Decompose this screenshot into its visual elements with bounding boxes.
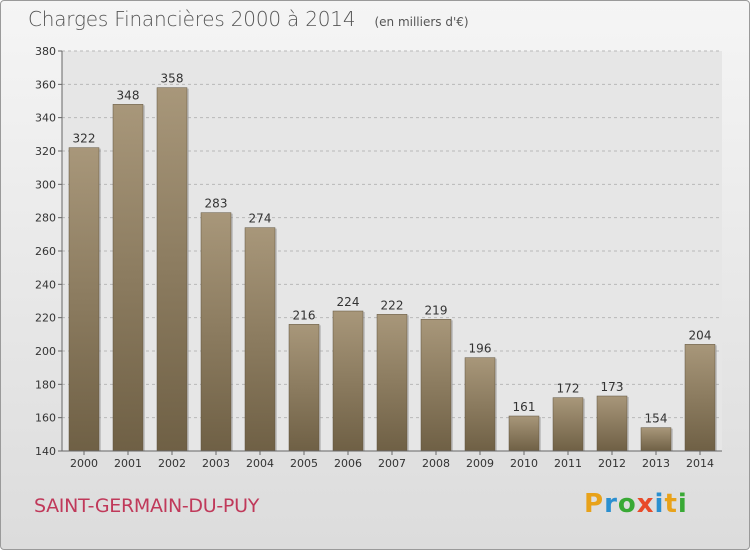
y-tick-label: 320 (35, 145, 56, 158)
bar (684, 344, 716, 452)
x-tick-label: 2013 (642, 457, 670, 470)
y-tick-label: 160 (35, 412, 56, 425)
logo-letter: i (654, 489, 665, 519)
bar (112, 104, 144, 452)
y-tick-label: 360 (35, 78, 56, 91)
bar-value-label: 358 (161, 72, 184, 86)
y-tick-label: 300 (35, 178, 56, 191)
bar-value-label: 283 (205, 197, 228, 211)
y-tick-label: 280 (35, 212, 56, 225)
bar-value-label: 161 (513, 400, 536, 414)
bar (464, 357, 496, 452)
bar-value-label: 172 (557, 382, 580, 396)
x-tick-label: 2011 (554, 457, 582, 470)
logo-letter: P (584, 489, 605, 519)
x-tick-label: 2004 (246, 457, 274, 470)
x-tick-label: 2001 (114, 457, 142, 470)
chart-title: Charges Financières 2000 à 2014 (28, 7, 356, 31)
y-tick-label: 380 (35, 45, 56, 58)
y-tick-label: 340 (35, 112, 56, 125)
bar-value-label: 322 (73, 132, 96, 146)
x-tick-label: 2006 (334, 457, 362, 470)
bar-value-label: 204 (689, 328, 712, 342)
y-tick-label: 140 (35, 445, 56, 458)
bar-value-label: 222 (381, 298, 404, 312)
bar (420, 319, 452, 452)
y-tick-label: 200 (35, 345, 56, 358)
bar-value-label: 196 (469, 342, 492, 356)
bar (640, 427, 672, 452)
logo-letter: t (664, 489, 678, 519)
logo-letter: o (617, 489, 637, 519)
chart-subtitle: (en milliers d'€) (374, 15, 469, 29)
y-tick-label: 180 (35, 378, 56, 391)
x-tick-label: 2005 (290, 457, 318, 470)
bar (288, 324, 320, 452)
y-tick-label: 240 (35, 278, 56, 291)
logo-letter: i (677, 489, 688, 519)
proxiti-logo: Proxiti (584, 489, 688, 519)
x-tick-label: 2012 (598, 457, 626, 470)
bar-value-label: 154 (645, 412, 668, 426)
logo-letter: x (636, 489, 655, 519)
bar (244, 227, 276, 452)
chart-header: Charges Financières 2000 à 2014 (en mill… (28, 7, 469, 31)
bar (552, 397, 584, 452)
bar (508, 415, 540, 452)
bar-value-label: 274 (249, 212, 272, 226)
bar (200, 212, 232, 452)
bar-value-label: 173 (601, 380, 624, 394)
bar-value-label: 348 (117, 88, 140, 102)
x-tick-label: 2007 (378, 457, 406, 470)
x-tick-label: 2000 (70, 457, 98, 470)
y-tick-label: 220 (35, 312, 56, 325)
bar (596, 395, 628, 452)
x-tick-label: 2014 (686, 457, 714, 470)
bar (376, 314, 408, 452)
x-tick-label: 2010 (510, 457, 538, 470)
x-tick-label: 2002 (158, 457, 186, 470)
logo-letter: r (604, 489, 618, 519)
y-tick-label: 260 (35, 245, 56, 258)
x-tick-label: 2009 (466, 457, 494, 470)
bar-value-label: 219 (425, 303, 448, 317)
bar (156, 87, 188, 452)
bar (68, 147, 100, 452)
bar-value-label: 216 (293, 308, 316, 322)
bar-value-label: 224 (337, 295, 360, 309)
bars: 322 348 358 283 274 216 224 222 219 196 161 172 173 1… (68, 72, 717, 452)
bar (332, 310, 364, 452)
x-tick-label: 2003 (202, 457, 230, 470)
city-name: SAINT-GERMAIN-DU-PUY (34, 495, 259, 517)
x-tick-label: 2008 (422, 457, 450, 470)
axes: 140 160 180 200 220 240 260 280 300 320 340 360 380 2… (35, 45, 722, 470)
